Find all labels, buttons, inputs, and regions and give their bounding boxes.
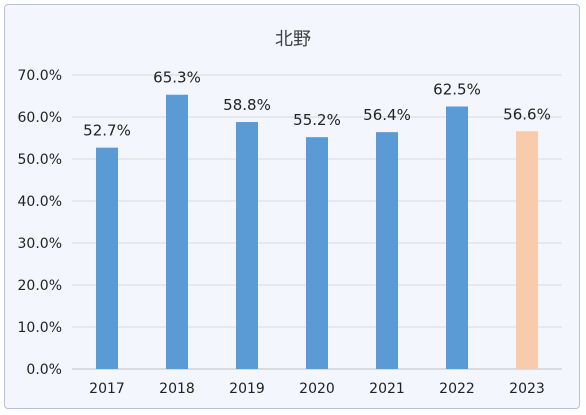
data-label-2018: 65.3% bbox=[153, 69, 201, 87]
chart-title: 北野 bbox=[275, 29, 311, 50]
x-tick-label-2022: 2022 bbox=[439, 381, 475, 397]
data-labels: 52.7% 65.3% 58.8% 55.2% 56.4% 62.5% 56.6% bbox=[83, 69, 551, 140]
bar-2022 bbox=[446, 106, 468, 369]
bar-2018 bbox=[166, 94, 188, 370]
x-tick-label-2017: 2017 bbox=[89, 381, 125, 397]
y-tick-label: 20.0% bbox=[18, 278, 62, 294]
data-label-2017: 52.7% bbox=[83, 122, 131, 140]
y-tick-label: 0.0% bbox=[26, 362, 62, 378]
y-tick-label: 30.0% bbox=[18, 236, 62, 252]
bar-2023 bbox=[516, 131, 538, 369]
data-label-2023: 56.6% bbox=[503, 105, 551, 123]
y-tick-label: 40.0% bbox=[18, 194, 62, 210]
data-label-2019: 58.8% bbox=[223, 96, 271, 114]
data-label-2021: 56.4% bbox=[363, 106, 411, 124]
bar-2019 bbox=[236, 122, 258, 369]
bars bbox=[96, 94, 538, 370]
x-tick-label-2020: 2020 bbox=[299, 381, 335, 397]
y-tick-label: 70.0% bbox=[18, 68, 62, 84]
x-tick-label-2019: 2019 bbox=[229, 381, 265, 397]
y-tick-label: 50.0% bbox=[18, 152, 62, 168]
x-axis-ticks: 2017 2018 2019 2020 2021 2022 2023 bbox=[89, 381, 545, 397]
data-label-2020: 55.2% bbox=[293, 111, 341, 129]
x-tick-label-2021: 2021 bbox=[369, 381, 405, 397]
y-axis-ticks: 0.0% 10.0% 20.0% 30.0% 40.0% 50.0% 60.0% 70.0% bbox=[18, 68, 62, 378]
x-tick-label-2023: 2023 bbox=[509, 381, 545, 397]
x-tick-label-2018: 2018 bbox=[159, 381, 195, 397]
y-tick-label: 10.0% bbox=[18, 320, 62, 336]
y-tick-label: 60.0% bbox=[18, 110, 62, 126]
bar-2020 bbox=[306, 137, 328, 369]
bar-2021 bbox=[376, 132, 398, 369]
data-label-2022: 62.5% bbox=[433, 81, 481, 99]
bar-2017 bbox=[96, 147, 118, 369]
